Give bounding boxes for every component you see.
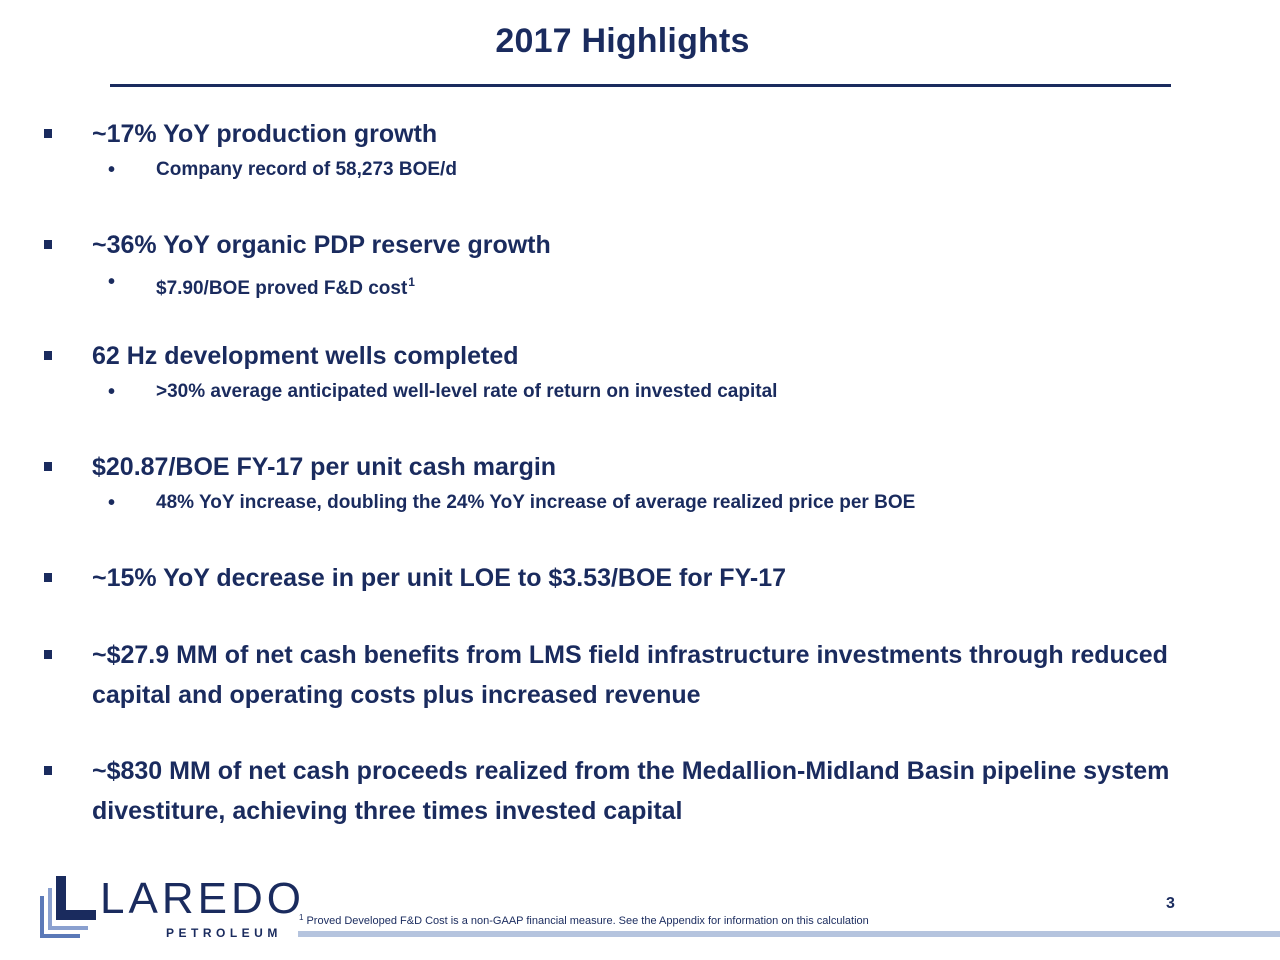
bullet-loe-decrease: ~15% YoY decrease in per unit LOE to $3.… bbox=[44, 558, 1232, 598]
bullet-production-growth: ~17% YoY production growth bbox=[44, 114, 1232, 154]
square-bullet-icon bbox=[44, 240, 52, 249]
bullet-text: ~15% YoY decrease in per unit LOE to $3.… bbox=[92, 564, 787, 592]
footnote-ref: 1 bbox=[408, 275, 415, 289]
bullet-text: ~$830 MM of net cash proceeds realized f… bbox=[92, 757, 1170, 825]
footnote: 1 Proved Developed F&D Cost is a non-GAAP… bbox=[298, 913, 869, 927]
bullet-divestiture: ~$830 MM of net cash proceeds realized f… bbox=[44, 751, 1232, 831]
square-bullet-icon bbox=[44, 766, 52, 775]
square-bullet-icon bbox=[44, 650, 52, 659]
sub-bullet-fd-cost: • $7.90/BOE proved F&D cost1 bbox=[108, 267, 415, 304]
square-bullet-icon bbox=[44, 462, 52, 471]
dot-bullet-icon: • bbox=[108, 159, 116, 181]
company-logo: LAREDO PETROLEUM bbox=[38, 874, 301, 944]
bullet-text: ~17% YoY production growth bbox=[92, 120, 438, 148]
square-bullet-icon bbox=[44, 351, 52, 360]
footer-bar bbox=[298, 931, 1280, 937]
sub-bullet-text: $7.90/BOE proved F&D cost bbox=[156, 278, 408, 299]
sub-bullet-text: 48% YoY increase, doubling the 24% YoY i… bbox=[156, 492, 916, 513]
logo-wordmark: LAREDO bbox=[100, 874, 305, 923]
page-number: 3 bbox=[1166, 895, 1175, 912]
logo-mark-icon bbox=[40, 876, 96, 938]
bullet-text: $20.87/BOE FY-17 per unit cash margin bbox=[92, 453, 557, 481]
bullet-reserve-growth: ~36% YoY organic PDP reserve growth bbox=[44, 225, 1232, 265]
footnote-number: 1 bbox=[299, 913, 304, 922]
bullet-text: ~36% YoY organic PDP reserve growth bbox=[92, 231, 551, 259]
dot-bullet-icon: • bbox=[108, 381, 116, 403]
square-bullet-icon bbox=[44, 129, 52, 138]
slide-title: 2017 Highlights bbox=[495, 22, 750, 60]
logo-subtitle: PETROLEUM bbox=[166, 926, 282, 940]
sub-bullet-text: >30% average anticipated well-level rate… bbox=[156, 381, 778, 402]
footnote-text: Proved Developed F&D Cost is a non-GAAP … bbox=[306, 915, 869, 927]
bullet-net-cash-benefits: ~$27.9 MM of net cash benefits from LMS … bbox=[44, 635, 1232, 715]
bullet-text: 62 Hz development wells completed bbox=[92, 342, 519, 370]
bullet-wells-completed: 62 Hz development wells completed bbox=[44, 336, 1232, 376]
bullet-text: ~$27.9 MM of net cash benefits from LMS … bbox=[92, 641, 1168, 709]
sub-bullet-increase: • 48% YoY increase, doubling the 24% YoY… bbox=[108, 488, 916, 518]
sub-bullet-text: Company record of 58,273 BOE/d bbox=[156, 159, 457, 180]
sub-bullet-record: • Company record of 58,273 BOE/d bbox=[108, 155, 457, 185]
dot-bullet-icon: • bbox=[108, 492, 116, 514]
sub-bullet-return: • >30% average anticipated well-level ra… bbox=[108, 377, 778, 407]
bullet-cash-margin: $20.87/BOE FY-17 per unit cash margin bbox=[44, 447, 1232, 487]
square-bullet-icon bbox=[44, 573, 52, 582]
title-divider bbox=[110, 84, 1171, 87]
dot-bullet-icon: • bbox=[108, 271, 116, 293]
